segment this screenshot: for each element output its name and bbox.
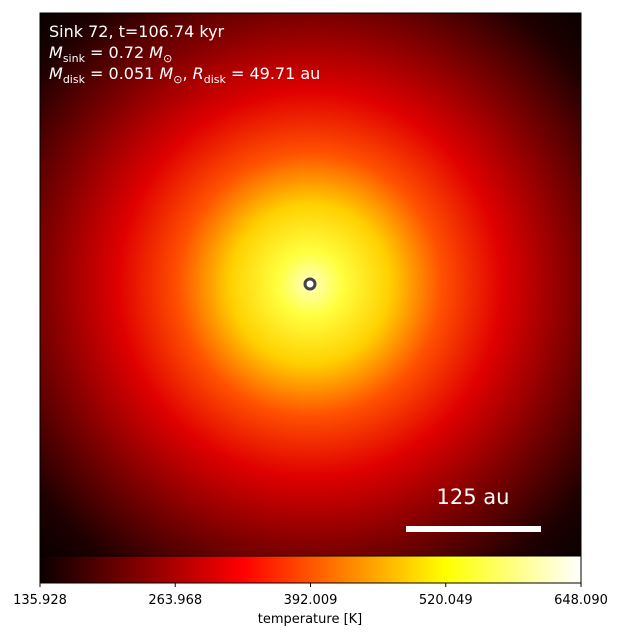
sink-marker bbox=[303, 277, 317, 291]
annotation-part: sink bbox=[63, 52, 86, 65]
tick-label: 520.049 bbox=[419, 593, 473, 608]
annotation-part: M bbox=[159, 64, 173, 83]
colorbar-label: temperature [K] bbox=[258, 612, 363, 627]
tick-label: 648.090 bbox=[554, 593, 608, 608]
annotation-part: ⊙ bbox=[163, 52, 172, 65]
colorbar-ticks: 135.928 263.968 392.009 520.049 648.090 bbox=[13, 583, 608, 608]
colorbar bbox=[39, 555, 582, 584]
annotation-part: M bbox=[49, 43, 63, 62]
scale-bar-label: 125 au bbox=[437, 485, 510, 509]
annotation-part: = 0.72 bbox=[85, 43, 149, 62]
annotation-part: Sink 72, t=106.74 kyr bbox=[49, 22, 225, 41]
annotation: Msink = 0.72 M⊙ bbox=[49, 43, 172, 65]
annotation-part: M bbox=[149, 43, 163, 62]
tick-label: 392.009 bbox=[284, 593, 338, 608]
tick-label: 263.968 bbox=[148, 593, 202, 608]
annotation-part: M bbox=[49, 64, 63, 83]
annotation-part: , bbox=[182, 64, 192, 83]
annotation-part: R bbox=[193, 64, 204, 83]
annotation-part: disk bbox=[204, 73, 227, 86]
annotation-part: = 0.051 bbox=[85, 64, 159, 83]
annotation-part: ⊙ bbox=[173, 73, 182, 86]
tick-label: 135.928 bbox=[13, 593, 67, 608]
annotation-part: disk bbox=[63, 73, 86, 86]
scale-bar bbox=[406, 526, 541, 532]
annotation: Mdisk = 0.051 M⊙, Rdisk = 49.71 au bbox=[49, 64, 320, 86]
annotation-part: = 49.71 au bbox=[226, 64, 320, 83]
annotation: Sink 72, t=106.74 kyr bbox=[49, 22, 225, 41]
